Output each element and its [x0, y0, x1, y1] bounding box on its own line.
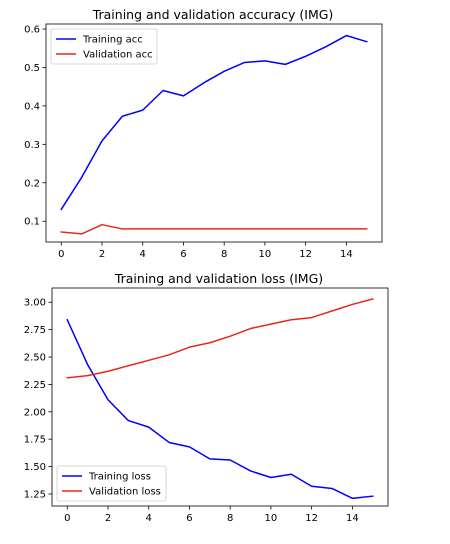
loss-series-training-line	[66, 318, 374, 500]
loss-y-tick-label: 3.00	[24, 298, 46, 309]
accuracy-x-tick-label: 0	[58, 249, 64, 260]
loss-chart-title: Training and validation loss (IMG)	[114, 271, 323, 286]
loss-x-tick-label: 6	[186, 513, 192, 524]
loss-legend: Training loss Validation loss	[56, 465, 167, 502]
accuracy-y-tick-label: 0.6	[24, 24, 40, 35]
loss-y-tick-label: 2.25	[24, 380, 46, 391]
loss-x-tick-label: 14	[346, 513, 359, 524]
accuracy-chart-title: Training and validation accuracy (IMG)	[92, 7, 334, 22]
loss-y-tick-label: 2.50	[24, 353, 46, 364]
accuracy-y-tick-label: 0.3	[24, 140, 40, 151]
accuracy-chart: Training and validation accuracy (IMG) 0…	[24, 7, 383, 260]
accuracy-y-tick-label: 0.5	[24, 63, 40, 74]
accuracy-x-tick-label: 14	[340, 249, 353, 260]
accuracy-x-tick-label: 8	[221, 249, 227, 260]
accuracy-y-tick-label: 0.2	[24, 178, 40, 189]
accuracy-x-tick-label: 6	[180, 249, 186, 260]
loss-x-tick-label: 10	[265, 513, 278, 524]
loss-axes-frame	[51, 287, 389, 507]
loss-y-tick-label: 1.50	[24, 462, 46, 473]
accuracy-series-validation-line	[60, 223, 368, 235]
loss-legend-label: Training loss	[88, 472, 151, 483]
accuracy-y-tick-label: 0.4	[24, 101, 40, 112]
loss-series-validation-line	[66, 298, 374, 379]
loss-x-tick-label: 0	[64, 513, 70, 524]
accuracy-x-tick-label: 12	[299, 249, 312, 260]
loss-x-tick-label: 12	[305, 513, 318, 524]
accuracy-x-tick-label: 10	[259, 249, 272, 260]
loss-x-tick-label: 2	[105, 513, 111, 524]
loss-y-tick-label: 2.75	[24, 325, 46, 336]
accuracy-x-tick-label: 4	[140, 249, 146, 260]
loss-legend-box	[56, 465, 167, 502]
accuracy-y-tick-label: 0.1	[24, 217, 40, 228]
accuracy-legend-box	[50, 28, 158, 65]
loss-x-tick-label: 8	[227, 513, 233, 524]
loss-y-tick-label: 1.75	[24, 435, 46, 446]
loss-legend-label: Validation loss	[89, 487, 161, 498]
loss-y-tick-label: 2.00	[24, 407, 46, 418]
accuracy-legend: Training acc Validation acc	[50, 28, 158, 65]
loss-x-tick-label: 4	[146, 513, 152, 524]
accuracy-legend-label: Training acc	[82, 35, 143, 46]
accuracy-axes-frame	[45, 23, 383, 243]
loss-y-tick-label: 1.25	[24, 489, 46, 500]
accuracy-series-training-line	[60, 34, 368, 211]
loss-chart: Training and validation loss (IMG) 0 2 4 6 8…	[24, 271, 389, 524]
accuracy-x-tick-label: 2	[99, 249, 105, 260]
accuracy-legend-label: Validation acc	[83, 50, 153, 61]
